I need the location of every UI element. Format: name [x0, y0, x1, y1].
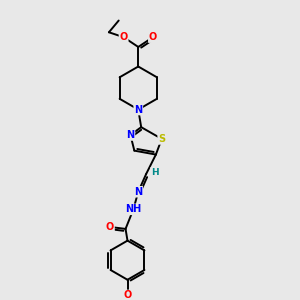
Text: NH: NH	[125, 204, 142, 214]
Text: N: N	[126, 130, 134, 140]
Text: O: O	[119, 32, 128, 42]
Text: S: S	[158, 134, 165, 144]
Text: N: N	[134, 105, 142, 115]
Text: O: O	[106, 222, 114, 232]
Text: O: O	[149, 32, 157, 42]
Text: N: N	[134, 187, 142, 197]
Text: H: H	[151, 168, 159, 177]
Text: O: O	[123, 290, 132, 300]
